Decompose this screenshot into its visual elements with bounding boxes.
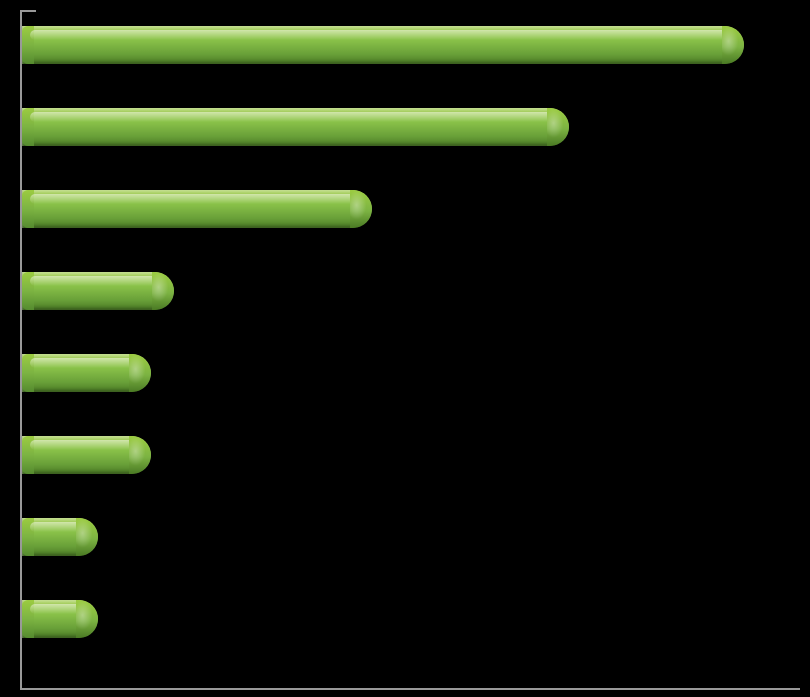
bar-row — [22, 600, 98, 638]
bar-highlight — [30, 440, 137, 450]
bar-row — [22, 26, 744, 64]
bar — [22, 600, 98, 638]
bar-row — [22, 190, 372, 228]
bar — [22, 354, 151, 392]
bar — [22, 190, 372, 228]
bar-highlight — [30, 522, 84, 532]
bar-highlight — [30, 358, 137, 368]
bar-highlight — [30, 30, 730, 40]
bar — [22, 518, 98, 556]
axis-top-tick — [20, 10, 36, 12]
bar-highlight — [30, 276, 160, 286]
bar-row — [22, 272, 174, 310]
bar-highlight — [30, 112, 555, 122]
bar-row — [22, 108, 569, 146]
chart-container — [10, 10, 800, 690]
bar — [22, 436, 151, 474]
bar-highlight — [30, 194, 358, 204]
bar-highlight — [30, 604, 84, 614]
bar — [22, 26, 744, 64]
bar — [22, 108, 569, 146]
bar-row — [22, 518, 98, 556]
bar-row — [22, 354, 151, 392]
x-axis — [20, 688, 800, 690]
bar — [22, 272, 174, 310]
bar-row — [22, 436, 151, 474]
